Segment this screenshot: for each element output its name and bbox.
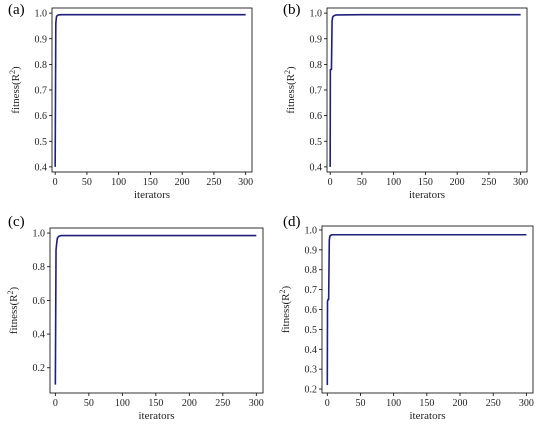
chart-panel-b: (b) 0 50 100 150 200 250 300 0.4 0.5 0.6 0.7 0.8 0.9…	[275, 0, 550, 212]
x-axis-label: iterators	[409, 410, 445, 422]
x-tick-label: 200	[182, 398, 197, 409]
y-tick-label: 0.9	[310, 34, 323, 45]
chart-panel-c: (c) 0 50 100 150 200 250 300 0.2 0.4 0.6 0.8 1.0 ite…	[0, 212, 275, 425]
chart-panel-a: (a) 0 50 100 150 200 250 300 0.4 0.5 0.6 0.7 0.8 0.9…	[0, 0, 275, 212]
panel-label: (d)	[283, 214, 301, 230]
y-tick-label: 0.6	[310, 111, 323, 122]
y-tick-label: 0.2	[33, 363, 46, 374]
y-axis-label: fitness(R2)	[8, 66, 22, 114]
y-tick-label: 1.0	[305, 225, 318, 236]
y-tick-label: 0.9	[35, 34, 48, 45]
series-line	[54, 13, 246, 167]
y-tick-label: 0.8	[35, 60, 48, 71]
y-axis-label: fitness(R2)	[6, 286, 20, 334]
y-tick-label: 0.8	[33, 262, 46, 273]
x-tick-label: 200	[450, 177, 465, 188]
x-tick-label: 250	[215, 398, 230, 409]
x-axis-label: iterators	[138, 410, 174, 422]
x-tick-label: 250	[486, 398, 501, 409]
x-tick-label: 0	[328, 177, 333, 188]
x-tick-label: 200	[175, 177, 190, 188]
y-tick-label: 0.4	[33, 330, 46, 341]
y-tick-label: 0.9	[305, 245, 318, 256]
x-tick-label: 150	[419, 398, 434, 409]
y-tick-label: 0.4	[35, 162, 48, 173]
x-tick-label: 0	[53, 398, 58, 409]
y-tick-label: 0.6	[305, 305, 318, 316]
chart-svg: 0 50 100 150 200 250 300 0.4 0.5 0.6 0.7 0.8 0.9 1.0 i…	[283, 7, 528, 201]
panel-label: (c)	[8, 214, 25, 230]
x-axis-label: iterators	[134, 189, 170, 201]
x-tick-label: 300	[519, 398, 534, 409]
y-tick-label: 0.2	[305, 385, 318, 396]
x-tick-label: 100	[386, 398, 401, 409]
x-tick-label: 250	[481, 177, 496, 188]
x-tick-label: 150	[148, 398, 163, 409]
plot-frame	[49, 227, 264, 394]
panel-label: (b)	[283, 2, 301, 18]
x-tick-label: 300	[238, 177, 253, 188]
y-tick-label: 0.8	[305, 265, 318, 276]
x-tick-label: 100	[386, 177, 401, 188]
x-tick-label: 200	[453, 398, 468, 409]
x-tick-label: 0	[325, 398, 330, 409]
x-tick-label: 250	[206, 177, 221, 188]
x-axis-label: iterators	[409, 189, 445, 201]
y-axis-label: fitness(R2)	[283, 66, 297, 114]
series-line	[329, 13, 521, 167]
x-tick-label: 150	[143, 177, 158, 188]
x-tick-label: 100	[115, 398, 130, 409]
chart-panel-d: (d) 0 50 100 150 200 250 300 0.2 0.3 0.4 0.5 0.6 0.7…	[275, 212, 550, 425]
y-tick-label: 0.5	[305, 325, 318, 336]
x-tick-label: 100	[111, 177, 126, 188]
x-tick-label: 0	[53, 177, 58, 188]
x-tick-label: 150	[418, 177, 433, 188]
plot-frame	[326, 7, 528, 173]
y-tick-label: 0.7	[305, 285, 318, 296]
x-tick-label: 50	[357, 177, 367, 188]
x-tick-label: 300	[513, 177, 528, 188]
plot-frame	[321, 225, 534, 394]
y-tick-label: 0.5	[310, 137, 323, 148]
y-tick-label: 0.4	[310, 162, 323, 173]
y-tick-label: 1.0	[310, 9, 323, 20]
x-tick-label: 50	[82, 177, 92, 188]
y-tick-label: 0.3	[305, 365, 318, 376]
chart-svg: 0 50 100 150 200 250 300 0.2 0.3 0.4 0.5 0.6 0.7 0.8 0…	[278, 225, 534, 422]
x-tick-label: 50	[355, 398, 365, 409]
x-tick-label: 50	[84, 398, 94, 409]
y-tick-label: 0.6	[33, 296, 46, 307]
series-line	[54, 234, 257, 385]
y-tick-label: 0.8	[310, 60, 323, 71]
plot-frame	[51, 7, 253, 173]
chart-svg: 0 50 100 150 200 250 300 0.4 0.5 0.6 0.7 0.8 0.9 1.0 i…	[8, 7, 253, 201]
x-tick-label: 300	[249, 398, 264, 409]
y-axis-label: fitness(R2)	[278, 285, 292, 333]
y-tick-label: 0.4	[305, 345, 318, 356]
chart-svg: 0 50 100 150 200 250 300 0.2 0.4 0.6 0.8 1.0 iterato…	[6, 227, 264, 422]
y-tick-label: 0.7	[35, 86, 48, 97]
panel-label: (a)	[8, 2, 25, 18]
y-tick-label: 1.0	[33, 229, 46, 240]
series-line	[326, 233, 527, 386]
y-tick-label: 1.0	[35, 9, 48, 20]
y-tick-label: 0.7	[310, 86, 323, 97]
y-tick-label: 0.6	[35, 111, 48, 122]
y-tick-label: 0.5	[35, 137, 48, 148]
